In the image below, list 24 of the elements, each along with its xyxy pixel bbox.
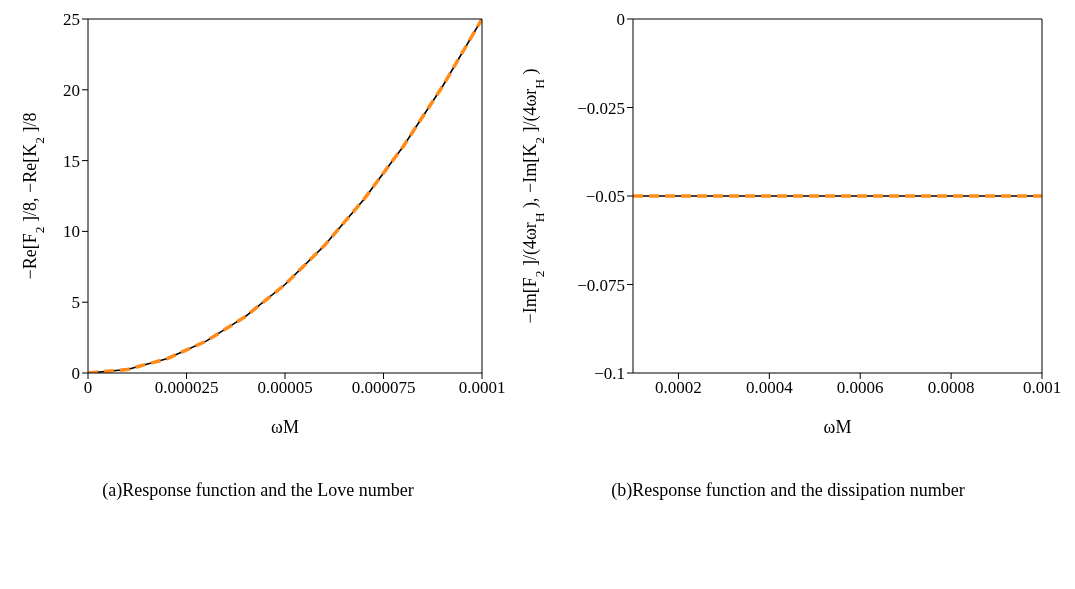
y-tick-label: −0.075 [577,275,625,295]
y-tick-label: 0 [71,364,80,384]
x-axis-title: ωM [823,417,852,437]
x-tick-label: 0.0004 [745,378,794,398]
text: (b)Response function and the dissipation number [610,479,966,502]
x-tick-label: 0.0002 [655,378,702,398]
y-tick-label: 20 [63,80,80,100]
x-tick-label: 0.0008 [927,378,975,398]
y-tick-label: 10 [63,222,80,242]
y-tick-label: 0 [616,10,625,30]
y-tick-label: −0.1 [594,364,625,384]
text: (a)Response function and the Love number [101,479,415,502]
x-tick-label: 0.000025 [154,378,219,398]
x-axis-title: ωM [271,417,299,437]
y-tick-label: 15 [63,151,80,171]
y-tick-label: −0.05 [585,187,625,207]
x-tick-label: 0.001 [1022,378,1062,398]
y-tick-label: −0.025 [577,98,625,118]
x-tick-label: 0.00005 [257,378,313,398]
x-tick-label: 0.000075 [351,378,416,398]
x-tick-label: 0.0001 [458,378,506,398]
y-tick-label: 5 [71,293,80,313]
x-tick-label: 0.0006 [836,378,884,398]
y-tick-label: 25 [63,10,80,30]
